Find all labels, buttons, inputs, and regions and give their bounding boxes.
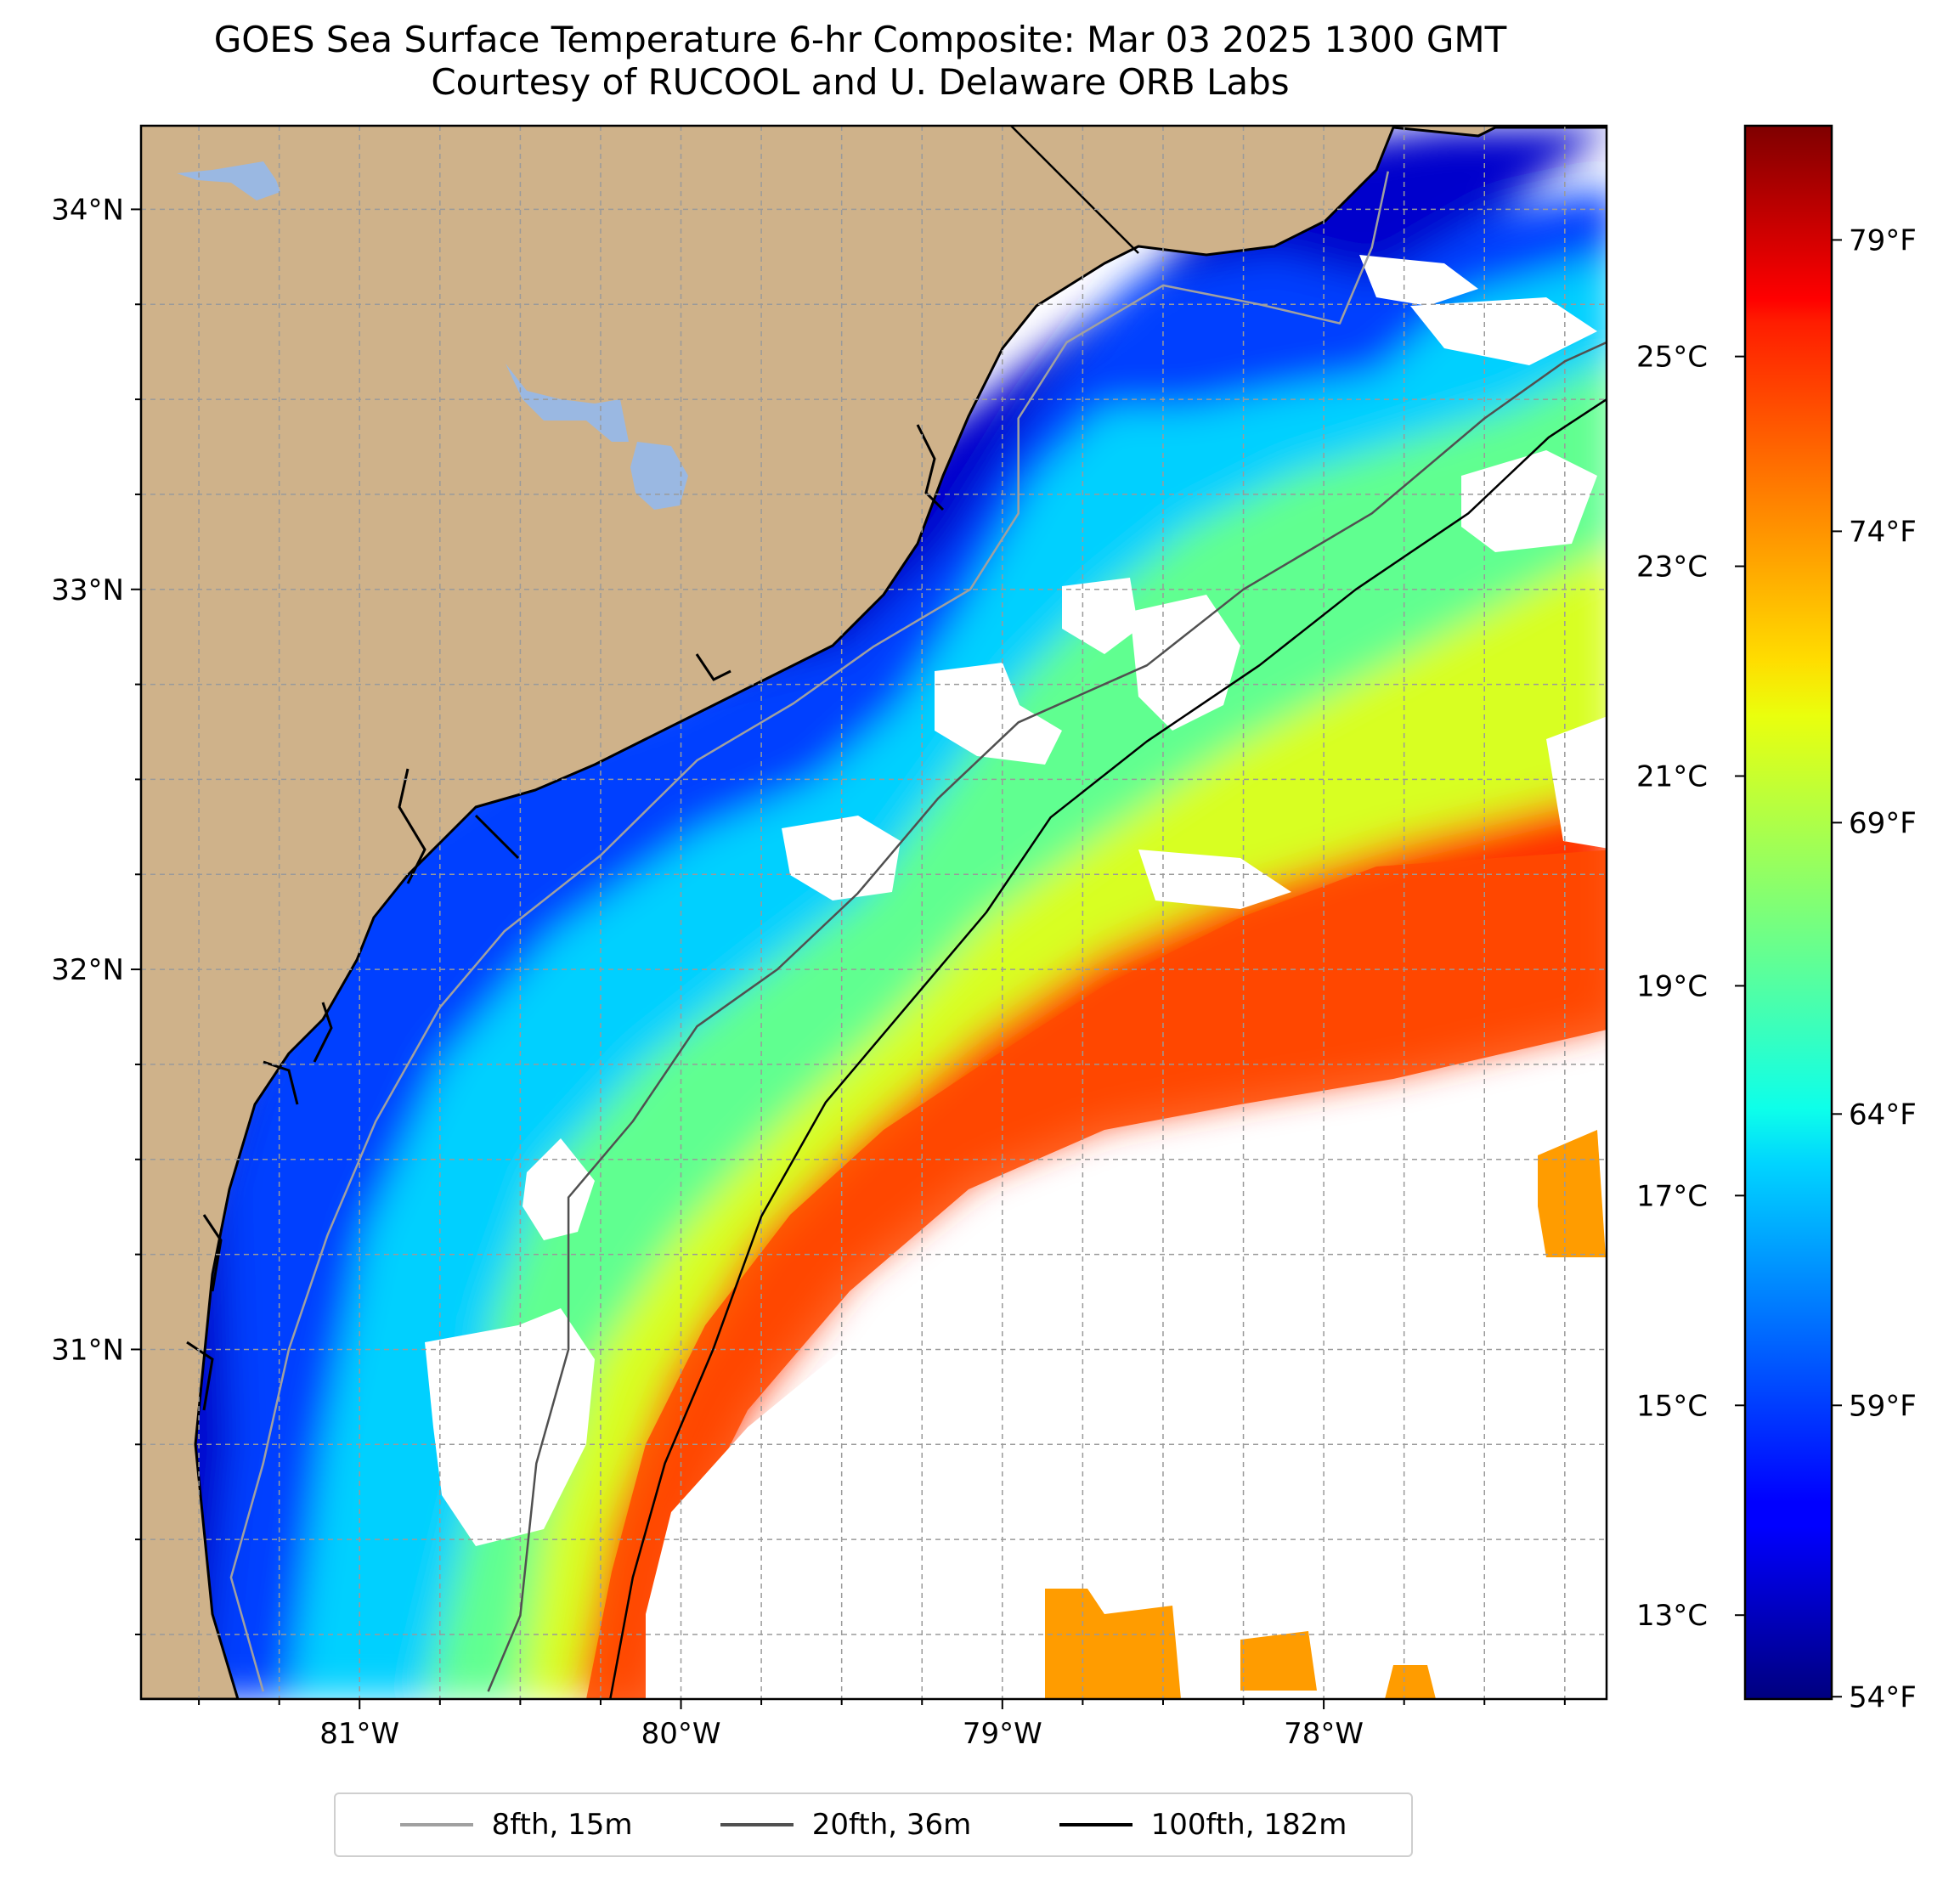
contour-legend: 8fth, 15m 20fth, 36m 100fth, 182m (334, 1792, 1413, 1857)
colorbar-f-label: 79°F (1849, 223, 1917, 257)
contour-100fth (609, 398, 1607, 1699)
lat-tick-label: 33°N (51, 573, 124, 607)
legend-item-100fth: 100fth, 182m (1059, 1808, 1347, 1842)
warm-patch-4 (1538, 1130, 1606, 1257)
graticule (141, 126, 1607, 1699)
inlet-1 (916, 424, 945, 511)
title-line-1: GOES Sea Surface Temperature 6-hr Compos… (213, 19, 1507, 60)
legend-label-20fth: 20fth, 36m (811, 1808, 972, 1842)
contour-20fth (487, 341, 1607, 1692)
colorbar-c-label: 13°C (1636, 1599, 1708, 1633)
legend-item-20fth: 20fth, 36m (720, 1808, 972, 1842)
gulf-stream-core (586, 850, 1607, 1699)
land (141, 126, 1607, 1699)
colorbar-c-label: 23°C (1636, 550, 1708, 584)
legend-swatch-20fth (720, 1823, 794, 1826)
colorbar-c-label: 21°C (1636, 759, 1708, 793)
colorbar: 13°C 15°C 17°C 19°C 21°C 23°C 25°C 54°F 59°F 64°… (1636, 124, 1917, 1714)
sst-band-shelfbreak (518, 547, 1607, 1699)
inlet-5 (313, 1002, 333, 1063)
coastline-details (186, 424, 945, 1411)
lon-tick-label: 78°W (1284, 1717, 1364, 1751)
cloud-gap-a (425, 1308, 595, 1546)
cloud-gap-south (646, 1140, 1607, 1699)
inlet-2 (695, 653, 731, 681)
colorbar-gradient (1743, 124, 1833, 1701)
lon-axis: 81°W 80°W 79°W 78°W (198, 1699, 1566, 1751)
legend-label-100fth: 100fth, 182m (1150, 1808, 1347, 1842)
colorbar-f-label: 69°F (1849, 806, 1917, 840)
state-border (1010, 126, 1139, 254)
colorbar-fahrenheit-axis: 54°F 59°F 64°F 69°F 74°F 79°F (1832, 223, 1917, 1714)
cloud-gaps (425, 255, 1607, 1699)
lake-3 (630, 442, 688, 510)
lon-tick-label: 81°W (319, 1717, 399, 1751)
colorbar-c-label: 17°C (1636, 1179, 1708, 1213)
colorbar-c-label: 19°C (1636, 969, 1708, 1003)
warm-patch-2 (1240, 1631, 1317, 1691)
map-title: GOES Sea Surface Temperature 6-hr Compos… (0, 19, 1720, 104)
contour-8fth (229, 171, 1390, 1692)
colorbar-c-label: 15°C (1636, 1389, 1708, 1423)
colorbar-f-label: 64°F (1849, 1098, 1917, 1132)
lon-tick-label: 80°W (641, 1717, 721, 1751)
sst-band-outer (425, 360, 1607, 1699)
warm-patch-1 (1045, 1589, 1181, 1699)
lat-tick-label: 34°N (51, 193, 124, 227)
colorbar-f-label: 74°F (1849, 515, 1917, 549)
legend-item-8fth: 8fth, 15m (399, 1808, 633, 1842)
cloud-gap-i (1461, 450, 1597, 552)
inlet-7 (202, 1214, 223, 1292)
lake-1 (177, 161, 280, 200)
colorbar-f-label: 54°F (1849, 1680, 1917, 1714)
inlet-3 (474, 814, 520, 860)
cloud-gap-h (1410, 297, 1597, 365)
warm-patches (1045, 1130, 1606, 1699)
inlet-4 (398, 768, 426, 884)
lon-tick-label: 79°W (963, 1717, 1042, 1751)
legend-swatch-8fth (399, 1823, 473, 1826)
cloud-gap-j (1138, 850, 1291, 909)
legend-label-8fth: 8fth, 15m (491, 1808, 633, 1842)
lat-tick-label: 31°N (51, 1333, 124, 1367)
warm-patch-3 (1385, 1665, 1436, 1699)
sst-band-inner (204, 188, 1607, 1699)
lat-axis: 31°N 32°N 33°N 34°N (51, 193, 141, 1635)
map-panel: 81°W 80°W 79°W 78°W 31°N 32°N 33°N 34°N (51, 124, 1608, 1751)
cloud-gap-b (522, 1138, 595, 1240)
colorbar-celsius-axis: 13°C 15°C 17°C 19°C 21°C 23°C 25°C (1636, 341, 1745, 1633)
title-line-2: Courtesy of RUCOOL and U. Delaware ORB L… (431, 61, 1290, 103)
sst-band-mid (289, 257, 1607, 1699)
cloud-gap-e (1062, 578, 1138, 654)
lake-2 (506, 364, 629, 442)
cloud-gap-g (1359, 255, 1478, 306)
map-frame (139, 124, 1608, 1701)
cloud-gap-k (1546, 716, 1607, 849)
legend-swatch-100fth (1059, 1823, 1133, 1826)
colorbar-c-label: 25°C (1636, 341, 1708, 375)
lakes (177, 161, 688, 510)
colorbar-f-label: 59°F (1849, 1389, 1917, 1423)
cloud-gap-d (935, 663, 1062, 765)
depth-contours (229, 171, 1607, 1699)
lat-tick-label: 32°N (51, 953, 124, 987)
inlet-8 (186, 1341, 214, 1411)
